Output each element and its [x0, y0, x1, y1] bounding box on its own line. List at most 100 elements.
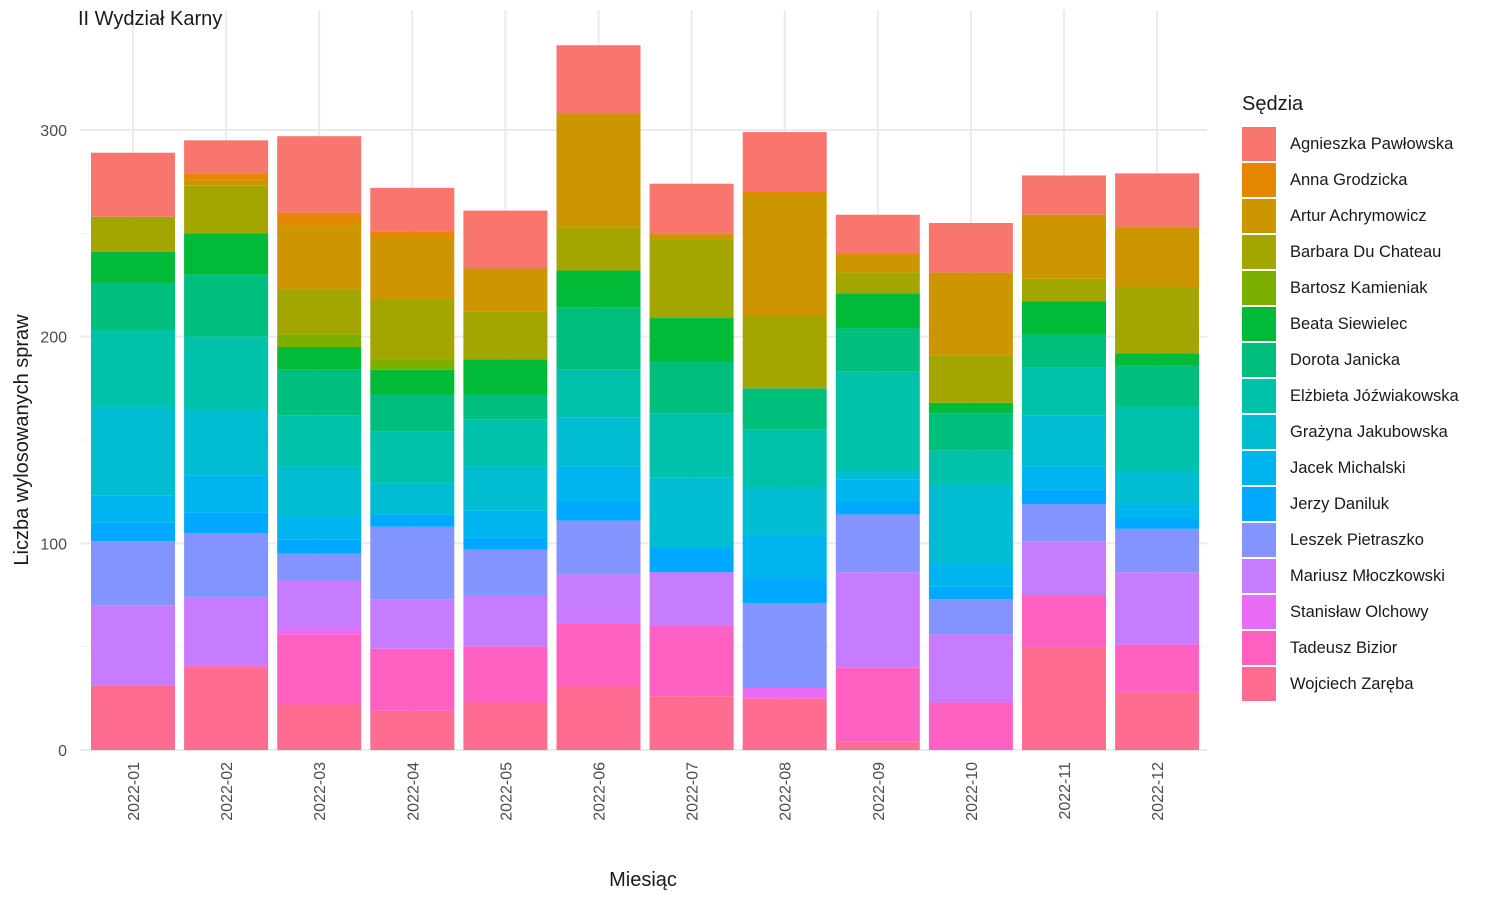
bar-segment — [649, 239, 734, 319]
bar-segment — [463, 510, 548, 538]
legend-label: Artur Achrymowicz — [1290, 206, 1427, 225]
bar-segment — [277, 212, 362, 226]
bar-segment — [184, 185, 269, 234]
legend-key-swatch — [1242, 199, 1276, 233]
legend-key-swatch — [1242, 379, 1276, 413]
bar-segment — [277, 334, 362, 347]
legend-item: Wojciech Zaręba — [1242, 666, 1459, 702]
bar-segment — [742, 688, 827, 699]
y-tick-label: 0 — [58, 743, 67, 760]
legend-item: Elżbieta Jóźwiakowska — [1242, 378, 1459, 414]
legend-item: Barbara Du Chateau — [1242, 234, 1459, 270]
bar-segment — [928, 485, 1013, 564]
bar-segment — [649, 696, 734, 750]
legend-key-swatch — [1242, 667, 1276, 701]
bar-segment — [184, 597, 269, 666]
bar-segment — [463, 646, 548, 703]
bar-segment — [277, 704, 362, 750]
bar-segment — [835, 514, 920, 573]
bar-segment — [556, 623, 641, 686]
bar-segment — [370, 514, 455, 527]
legend-key-swatch — [1242, 631, 1276, 665]
legend-label: Jerzy Daniluk — [1290, 494, 1390, 513]
bar-segment — [91, 685, 175, 750]
bar-segment — [742, 388, 827, 430]
bar-segment — [835, 293, 920, 329]
legend-item: Bartosz Kamieniak — [1242, 270, 1459, 306]
bar-segment — [556, 466, 641, 502]
bar-segment — [91, 216, 175, 252]
bar-segment — [1115, 518, 1200, 529]
bar-segment — [91, 330, 175, 407]
bar-segment — [277, 415, 362, 467]
legend-key-swatch — [1242, 415, 1276, 449]
legend-label: Beata Siewielec — [1290, 314, 1408, 333]
bar-segment — [742, 698, 827, 750]
bar-segment — [1115, 471, 1200, 505]
bar-segment — [277, 516, 362, 540]
x-axis-ticks: 2022-01 2022-02 2022-03 2022-04 2022-05 2022-… — [126, 762, 1167, 821]
bar-segment — [91, 541, 175, 606]
bar-segment — [928, 402, 1013, 414]
bar-segment — [184, 140, 269, 174]
bar-segment — [556, 227, 641, 271]
x-tick-label: 2022-06 — [592, 762, 609, 821]
bar-segment — [277, 136, 362, 213]
bar-segment — [277, 580, 362, 629]
x-tick-label: 2022-07 — [685, 762, 702, 821]
bar-segment — [184, 179, 269, 186]
bar-segment — [649, 183, 734, 234]
bar-segment — [835, 572, 920, 668]
bar-segment — [463, 359, 548, 395]
x-tick-label: 2022-03 — [312, 762, 329, 821]
bar-segment — [91, 251, 175, 283]
bar-segment — [742, 316, 827, 389]
legend-item: Grażyna Jakubowska — [1242, 414, 1459, 450]
bar-segment — [649, 318, 734, 362]
bar-segment — [1115, 528, 1200, 573]
bar-segment — [277, 634, 362, 705]
bar-segment — [91, 522, 175, 542]
bar-segment — [649, 477, 734, 548]
bar-segment — [463, 394, 548, 420]
bar-segment — [556, 45, 641, 114]
bar-segment — [1115, 644, 1200, 693]
legend-label: Dorota Janicka — [1290, 350, 1401, 369]
bar-segment — [742, 194, 827, 316]
legend-key-swatch — [1242, 271, 1276, 305]
bar-segment — [556, 502, 641, 521]
legend-key-swatch — [1242, 451, 1276, 485]
bar-segment — [370, 431, 455, 484]
bar-segment — [277, 369, 362, 416]
legend-key-swatch — [1242, 127, 1276, 161]
bar-segment — [742, 192, 827, 195]
y-tick-label: 200 — [40, 330, 67, 347]
x-tick-label: 2022-02 — [219, 762, 236, 821]
legend-label: Stanisław Olchowy — [1290, 602, 1429, 621]
bar-segment — [1022, 301, 1106, 335]
bar-segment — [1022, 466, 1106, 490]
bar-segment — [556, 307, 641, 370]
bar-segment — [184, 533, 269, 598]
bar-segment — [928, 223, 1013, 273]
bar-segment — [463, 268, 548, 312]
bar-segment — [1115, 365, 1200, 407]
legend-item: Mariusz Młoczkowski — [1242, 558, 1459, 594]
bar-segment — [463, 595, 548, 647]
bar-segment — [463, 537, 548, 550]
bar-segment — [835, 502, 920, 515]
bar-segment — [835, 272, 920, 294]
bar-segment — [277, 628, 362, 635]
bar-segment — [91, 605, 175, 686]
bar-segment — [1115, 692, 1200, 750]
bar-segment — [835, 214, 920, 254]
bar-segment — [370, 710, 455, 750]
bar-segment — [184, 665, 269, 668]
legend-label: Tadeusz Bizior — [1290, 638, 1398, 657]
legend-key-swatch — [1242, 595, 1276, 629]
x-axis-label: Miesiąc — [609, 869, 677, 891]
legend-label: Jacek Michalski — [1290, 458, 1406, 477]
bar-segment — [649, 233, 734, 240]
x-tick-label: 2022-12 — [1150, 762, 1167, 821]
bar-segment — [184, 667, 269, 750]
